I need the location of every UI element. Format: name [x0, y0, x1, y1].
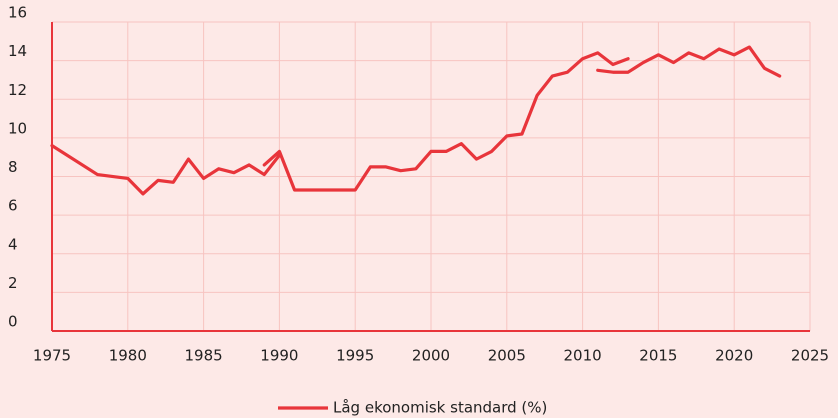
- y-tick-label: 0: [8, 313, 18, 331]
- data-line: [50, 45, 782, 196]
- x-tick-label: 1995: [336, 347, 374, 365]
- y-tick-label: 16: [8, 4, 27, 22]
- x-tick-label: 2020: [715, 347, 753, 365]
- legend-label: Låg ekonomisk standard (%): [333, 399, 547, 417]
- x-tick-label: 1980: [109, 347, 147, 365]
- x-tick-label: 2010: [564, 347, 602, 365]
- y-tick-label: 4: [8, 235, 18, 253]
- x-tick-label: 1975: [33, 347, 71, 365]
- x-tick-label: 2000: [412, 347, 450, 365]
- y-tick-label: 12: [8, 81, 27, 99]
- y-tick-label: 6: [8, 197, 18, 215]
- x-tick-label: 2015: [639, 347, 677, 365]
- x-tick-label: 1990: [260, 347, 298, 365]
- x-tick-label: 1985: [185, 347, 223, 365]
- y-tick-label: 10: [8, 119, 27, 137]
- y-tick-label: 14: [8, 42, 27, 60]
- y-tick-label: 8: [8, 158, 18, 176]
- y-tick-label: 2: [8, 274, 18, 292]
- x-tick-label: 2005: [488, 347, 526, 365]
- x-tick-label: 2025: [791, 347, 829, 365]
